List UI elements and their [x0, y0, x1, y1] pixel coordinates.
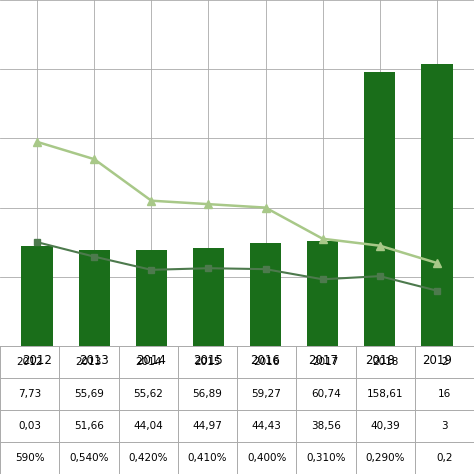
- Text: 0,400%: 0,400%: [247, 453, 286, 463]
- Text: 56,89: 56,89: [192, 389, 222, 399]
- Text: 2: 2: [441, 357, 447, 367]
- Text: 44,04: 44,04: [133, 421, 163, 431]
- Text: 2014: 2014: [135, 357, 161, 367]
- Text: 60,74: 60,74: [311, 389, 341, 399]
- Text: 2018: 2018: [372, 357, 398, 367]
- Text: 2012: 2012: [17, 357, 43, 367]
- Text: 2017: 2017: [313, 357, 339, 367]
- Text: 55,62: 55,62: [133, 389, 163, 399]
- Bar: [79, 250, 110, 346]
- Text: 0,310%: 0,310%: [306, 453, 346, 463]
- Bar: [307, 241, 338, 346]
- Text: 158,61: 158,61: [367, 389, 403, 399]
- Text: 0,420%: 0,420%: [128, 453, 168, 463]
- Bar: [136, 250, 167, 346]
- Text: 51,66: 51,66: [74, 421, 104, 431]
- Bar: [364, 72, 395, 346]
- Text: 0,03: 0,03: [18, 421, 41, 431]
- Text: 44,97: 44,97: [192, 421, 222, 431]
- Text: 3: 3: [441, 421, 447, 431]
- Text: 2015: 2015: [194, 357, 220, 367]
- Text: 0,2: 0,2: [436, 453, 453, 463]
- Bar: [421, 64, 453, 346]
- Text: 0,410%: 0,410%: [188, 453, 227, 463]
- Text: 0,540%: 0,540%: [69, 453, 109, 463]
- Bar: [193, 247, 224, 346]
- Text: 55,69: 55,69: [74, 389, 104, 399]
- Text: 0,290%: 0,290%: [365, 453, 405, 463]
- Text: 59,27: 59,27: [252, 389, 282, 399]
- Text: 590%: 590%: [15, 453, 45, 463]
- Text: 16: 16: [438, 389, 451, 399]
- Text: 40,39: 40,39: [370, 421, 400, 431]
- Text: 2016: 2016: [254, 357, 280, 367]
- Text: 44,43: 44,43: [252, 421, 282, 431]
- Text: 7,73: 7,73: [18, 389, 41, 399]
- Text: 2013: 2013: [76, 357, 102, 367]
- Bar: [250, 244, 281, 346]
- Bar: [21, 246, 53, 346]
- Text: 38,56: 38,56: [311, 421, 341, 431]
